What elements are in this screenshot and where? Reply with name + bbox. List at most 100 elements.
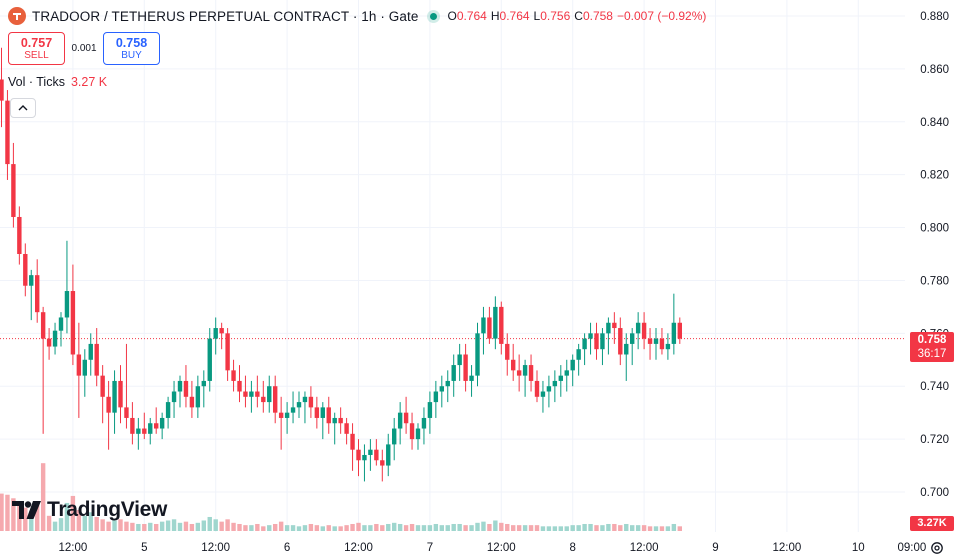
- candle-body: [94, 343, 99, 376]
- brand-name: TradingView: [47, 498, 168, 521]
- candle: [588, 322, 593, 355]
- chevron-up-icon: [18, 105, 28, 111]
- candle: [487, 306, 492, 344]
- candle-body: [76, 354, 82, 376]
- candle-body: [612, 322, 617, 329]
- candle-body: [273, 386, 278, 413]
- time-tick-label: 12:00: [201, 542, 230, 554]
- candle: [528, 354, 534, 392]
- candle-body: [225, 333, 230, 371]
- candle: [421, 407, 427, 445]
- candle: [130, 402, 135, 445]
- gear-icon[interactable]: [929, 540, 945, 556]
- volume-bar: [624, 523, 629, 531]
- volume-bar: [314, 525, 320, 531]
- candle: [380, 449, 385, 482]
- candle-body: [409, 423, 415, 440]
- price-tick-label: 0.700: [920, 487, 949, 499]
- volume-bar: [469, 525, 474, 531]
- candle-body: [231, 370, 236, 381]
- volume-bar: [195, 522, 201, 531]
- candle-body: [290, 407, 296, 413]
- candle: [314, 396, 320, 429]
- candle-body: [415, 428, 421, 440]
- candle: [570, 354, 575, 387]
- candle: [558, 365, 563, 397]
- candle: [600, 328, 605, 366]
- volume-tag: 3.27K: [910, 516, 954, 531]
- symbol-title[interactable]: TRADOOR / TETHERUS PERPETUAL CONTRACT · …: [32, 8, 419, 24]
- candle: [415, 423, 421, 450]
- candle: [499, 301, 504, 355]
- volume-bar: [350, 523, 355, 531]
- candle: [11, 142, 16, 228]
- candle: [213, 317, 218, 355]
- price-tick-label: 0.780: [920, 275, 949, 287]
- volume-bar: [356, 522, 361, 531]
- volume-bar: [606, 523, 611, 531]
- candle-body: [356, 449, 361, 461]
- volume-bar: [5, 494, 10, 531]
- candle: [582, 333, 587, 366]
- candle: [433, 380, 439, 418]
- price-tick-label: 0.740: [920, 381, 949, 393]
- candle: [511, 343, 516, 381]
- candle-body: [11, 164, 16, 217]
- candle-body: [23, 254, 28, 286]
- volume-legend[interactable]: Vol · Ticks 3.27 K: [8, 75, 107, 89]
- volume-bar: [546, 526, 552, 531]
- volume-bar: [582, 523, 587, 531]
- candle: [516, 354, 522, 392]
- volume-bar: [481, 521, 486, 531]
- candle: [159, 412, 165, 440]
- time-tick-label: 12:00: [344, 542, 373, 554]
- candle: [100, 365, 105, 424]
- volume-bar: [136, 523, 141, 531]
- volume-bar: [201, 520, 206, 531]
- candle-body: [505, 343, 510, 360]
- volume-bar: [392, 522, 397, 531]
- candle: [195, 375, 201, 418]
- volume-bar: [290, 525, 296, 531]
- volume-bar: [225, 519, 230, 531]
- candle: [534, 370, 540, 403]
- low-value: 0.756: [540, 9, 571, 23]
- volume-bar: [594, 525, 599, 531]
- candle-body: [124, 407, 129, 418]
- sell-button[interactable]: 0.757 SELL: [8, 32, 65, 65]
- candle-body: [397, 412, 403, 429]
- volume-bar: [23, 507, 28, 531]
- candle-body: [380, 460, 385, 466]
- volume-bar: [142, 523, 147, 531]
- volume-bar: [213, 519, 218, 531]
- candle-body: [255, 391, 260, 397]
- volume-bar: [386, 523, 391, 531]
- candle: [35, 259, 40, 323]
- volume-bar: [159, 521, 165, 531]
- candle-body: [677, 322, 682, 339]
- candle-body: [576, 349, 581, 360]
- time-tick-label: 7: [427, 542, 433, 554]
- collapse-legend-button[interactable]: [10, 98, 36, 118]
- volume-bar: [302, 525, 308, 531]
- candle-body: [0, 79, 4, 101]
- candle: [618, 317, 623, 366]
- volume-bar: [29, 511, 34, 531]
- volume-bar: [124, 521, 129, 531]
- candle: [403, 396, 409, 434]
- candlesticks: [0, 47, 682, 482]
- candle: [231, 359, 236, 392]
- candle: [23, 243, 28, 297]
- candle-body: [624, 343, 629, 355]
- volume-bar: [445, 525, 450, 531]
- candle-body: [344, 423, 349, 434]
- candle: [112, 370, 117, 434]
- candle: [237, 365, 242, 403]
- last-price-value: 0.758: [917, 334, 947, 346]
- candle: [154, 407, 159, 434]
- candle-body: [332, 417, 337, 424]
- volume-bar: [106, 521, 111, 531]
- buy-button[interactable]: 0.758 BUY: [103, 32, 160, 65]
- volume-bar: [522, 525, 528, 531]
